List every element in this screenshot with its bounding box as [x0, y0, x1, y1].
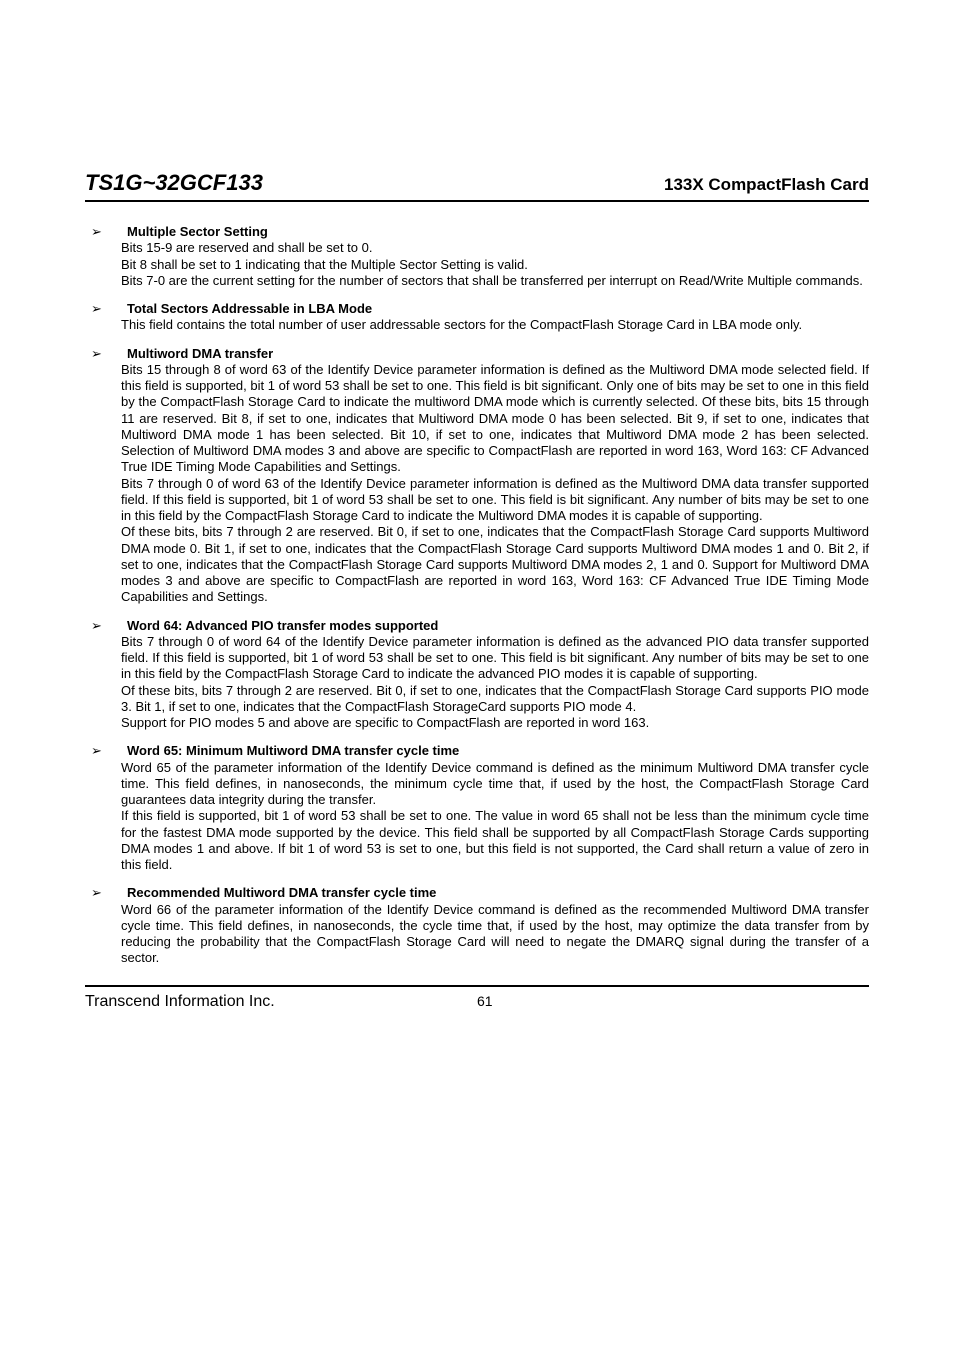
- bullet-icon: ➢: [85, 618, 127, 634]
- bullet-icon: ➢: [85, 885, 127, 901]
- paragraph: Word 65 of the parameter information of …: [121, 760, 869, 809]
- section-body: This field contains the total number of …: [85, 317, 869, 333]
- section-title: Word 65: Minimum Multiword DMA transfer …: [127, 743, 459, 759]
- section-body: Bits 15 through 8 of word 63 of the Iden…: [85, 362, 869, 606]
- footer-page-number: 61: [477, 993, 869, 1011]
- section-title: Multiword DMA transfer: [127, 346, 273, 362]
- paragraph: Of these bits, bits 7 through 2 are rese…: [121, 683, 869, 716]
- bullet-icon: ➢: [85, 224, 127, 240]
- paragraph: This field contains the total number of …: [121, 317, 869, 333]
- section: ➢Word 65: Minimum Multiword DMA transfer…: [85, 743, 869, 873]
- footer-company: Transcend Information Inc.: [85, 993, 477, 1011]
- paragraph: Bits 15-9 are reserved and shall be set …: [121, 240, 869, 256]
- paragraph: Bits 7 through 0 of word 64 of the Ident…: [121, 634, 869, 683]
- document-footer: Transcend Information Inc. 61: [85, 985, 869, 1011]
- section: ➢Recommended Multiword DMA transfer cycl…: [85, 885, 869, 966]
- card-title: 133X CompactFlash Card: [664, 175, 869, 195]
- section: ➢Multiple Sector SettingBits 15-9 are re…: [85, 224, 869, 289]
- bullet-icon: ➢: [85, 346, 127, 362]
- paragraph: Bits 15 through 8 of word 63 of the Iden…: [121, 362, 869, 476]
- document-header: TS1G~32GCF133 133X CompactFlash Card: [85, 170, 869, 202]
- paragraph: If this field is supported, bit 1 of wor…: [121, 808, 869, 873]
- section-title: Recommended Multiword DMA transfer cycle…: [127, 885, 436, 901]
- bullet-icon: ➢: [85, 301, 127, 317]
- content-body: ➢Multiple Sector SettingBits 15-9 are re…: [85, 224, 869, 967]
- section-title: Multiple Sector Setting: [127, 224, 268, 240]
- section-head: ➢Word 65: Minimum Multiword DMA transfer…: [85, 743, 869, 759]
- section-head: ➢Multiword DMA transfer: [85, 346, 869, 362]
- section-head: ➢Word 64: Advanced PIO transfer modes su…: [85, 618, 869, 634]
- section: ➢Total Sectors Addressable in LBA ModeTh…: [85, 301, 869, 334]
- product-title: TS1G~32GCF133: [85, 170, 263, 196]
- section-title: Total Sectors Addressable in LBA Mode: [127, 301, 372, 317]
- paragraph: Bit 8 shall be set to 1 indicating that …: [121, 257, 869, 273]
- paragraph: Bits 7-0 are the current setting for the…: [121, 273, 869, 289]
- section-head: ➢Total Sectors Addressable in LBA Mode: [85, 301, 869, 317]
- paragraph: Support for PIO modes 5 and above are sp…: [121, 715, 869, 731]
- bullet-icon: ➢: [85, 743, 127, 759]
- section: ➢Multiword DMA transferBits 15 through 8…: [85, 346, 869, 606]
- section-head: ➢Recommended Multiword DMA transfer cycl…: [85, 885, 869, 901]
- section-body: Bits 15-9 are reserved and shall be set …: [85, 240, 869, 289]
- paragraph: Bits 7 through 0 of word 63 of the Ident…: [121, 476, 869, 525]
- paragraph: Word 66 of the parameter information of …: [121, 902, 869, 967]
- section: ➢Word 64: Advanced PIO transfer modes su…: [85, 618, 869, 732]
- section-body: Word 66 of the parameter information of …: [85, 902, 869, 967]
- section-body: Word 65 of the parameter information of …: [85, 760, 869, 874]
- section-title: Word 64: Advanced PIO transfer modes sup…: [127, 618, 438, 634]
- section-head: ➢Multiple Sector Setting: [85, 224, 869, 240]
- page-container: TS1G~32GCF133 133X CompactFlash Card ➢Mu…: [0, 0, 954, 1051]
- paragraph: Of these bits, bits 7 through 2 are rese…: [121, 524, 869, 605]
- section-body: Bits 7 through 0 of word 64 of the Ident…: [85, 634, 869, 732]
